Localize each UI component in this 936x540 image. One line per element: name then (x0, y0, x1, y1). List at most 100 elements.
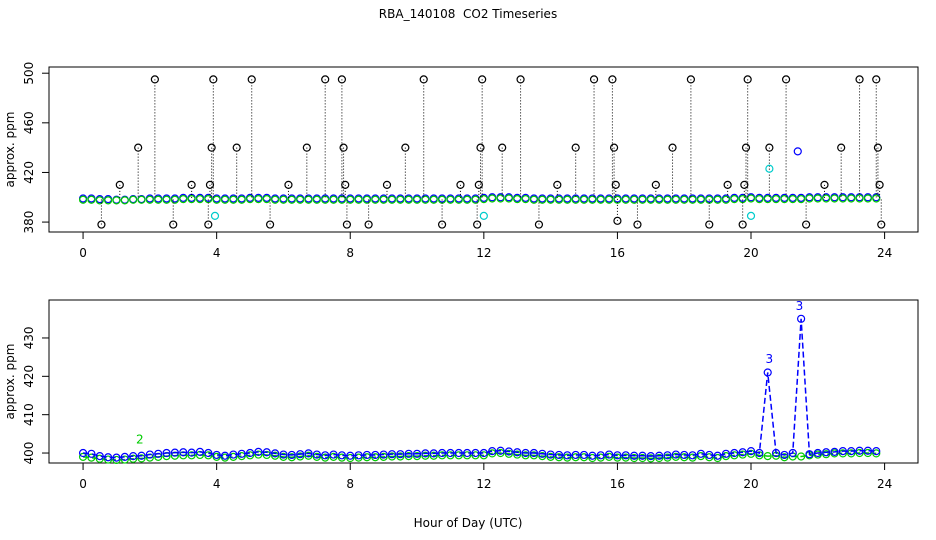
data-point (805, 450, 814, 459)
data-point (671, 452, 680, 461)
data-point (513, 450, 522, 459)
data-point (476, 143, 485, 152)
data-point (262, 450, 271, 460)
data-point (120, 455, 129, 464)
data-point (671, 195, 680, 204)
data-point (421, 195, 430, 204)
data-point (847, 447, 856, 456)
data-point (688, 195, 697, 204)
data-point (863, 448, 873, 458)
data-point (379, 450, 388, 459)
data-point (563, 195, 572, 204)
data-point (496, 194, 505, 203)
data-point (120, 196, 129, 205)
plot-frame (48, 299, 919, 464)
data-point (271, 451, 280, 460)
data-point (680, 453, 689, 462)
data-point (743, 75, 752, 84)
data-point (104, 453, 113, 462)
data-point (154, 449, 163, 458)
data-point (872, 449, 881, 458)
data-point (304, 195, 313, 204)
data-point (588, 451, 597, 460)
data-point (608, 75, 617, 84)
data-point (738, 448, 747, 457)
data-point (604, 450, 614, 459)
data-point (245, 451, 255, 460)
data-point (765, 164, 774, 173)
data-point (371, 450, 380, 460)
data-point (379, 195, 388, 204)
data-point (112, 455, 121, 465)
data-point (341, 180, 350, 189)
data-point (765, 143, 774, 152)
data-point (145, 195, 154, 204)
chart-title: RBA_140108 CO2 Timeseries (379, 7, 557, 21)
data-point (554, 195, 564, 204)
data-point (589, 75, 599, 84)
data-point (342, 220, 352, 229)
data-point (771, 448, 781, 458)
data-point (401, 143, 410, 152)
x-tick-label: 0 (79, 246, 87, 260)
data-point (621, 195, 630, 204)
data-point (738, 220, 747, 229)
data-point (730, 195, 739, 204)
data-point (688, 453, 697, 462)
y-tick-label: 380 (22, 211, 36, 234)
data-point (463, 448, 472, 458)
data-point (195, 195, 205, 204)
x-tick-label: 12 (476, 246, 491, 260)
data-point (738, 450, 747, 459)
data-point (730, 451, 739, 460)
data-point (296, 195, 305, 204)
data-point (187, 180, 196, 189)
data-point (97, 220, 106, 229)
data-point (137, 454, 146, 463)
y-tick-label: 420 (22, 365, 36, 388)
data-point (830, 447, 839, 456)
data-point (479, 211, 488, 220)
data-point (529, 451, 539, 460)
data-point (813, 194, 822, 203)
data-point (488, 194, 497, 203)
data-point (312, 195, 321, 204)
data-point (104, 455, 113, 464)
data-point (187, 451, 196, 460)
data-point (473, 220, 482, 229)
data-point (454, 451, 463, 460)
data-point (705, 453, 714, 462)
data-point (663, 195, 672, 204)
data-point (705, 450, 714, 460)
data-point (254, 450, 263, 459)
data-point (721, 451, 731, 461)
data-point (237, 451, 246, 461)
annotation: 3 (766, 352, 774, 366)
data-point (371, 453, 380, 462)
data-point (137, 195, 146, 204)
series-line (82, 452, 877, 461)
data-point (837, 143, 846, 152)
x-tick-label: 24 (877, 477, 892, 491)
data-point (797, 314, 806, 323)
data-point (304, 451, 313, 460)
data-point (78, 195, 88, 204)
data-point (454, 448, 463, 458)
data-point (546, 195, 555, 204)
y-tick-label: 420 (22, 161, 36, 184)
data-point (129, 451, 138, 461)
y-tick-label: 400 (22, 442, 36, 465)
data-point (746, 194, 756, 203)
data-point (479, 448, 488, 458)
data-point (553, 180, 562, 189)
data-point (680, 450, 689, 460)
data-point (237, 195, 246, 204)
data-point (646, 195, 655, 204)
series-line (82, 318, 877, 459)
annotation: 2 (136, 432, 144, 446)
data-point (229, 195, 238, 204)
data-point (471, 195, 480, 204)
x-axis-label: Hour of Day (UTC) (414, 516, 523, 530)
data-point (296, 452, 305, 461)
data-point (802, 220, 811, 229)
